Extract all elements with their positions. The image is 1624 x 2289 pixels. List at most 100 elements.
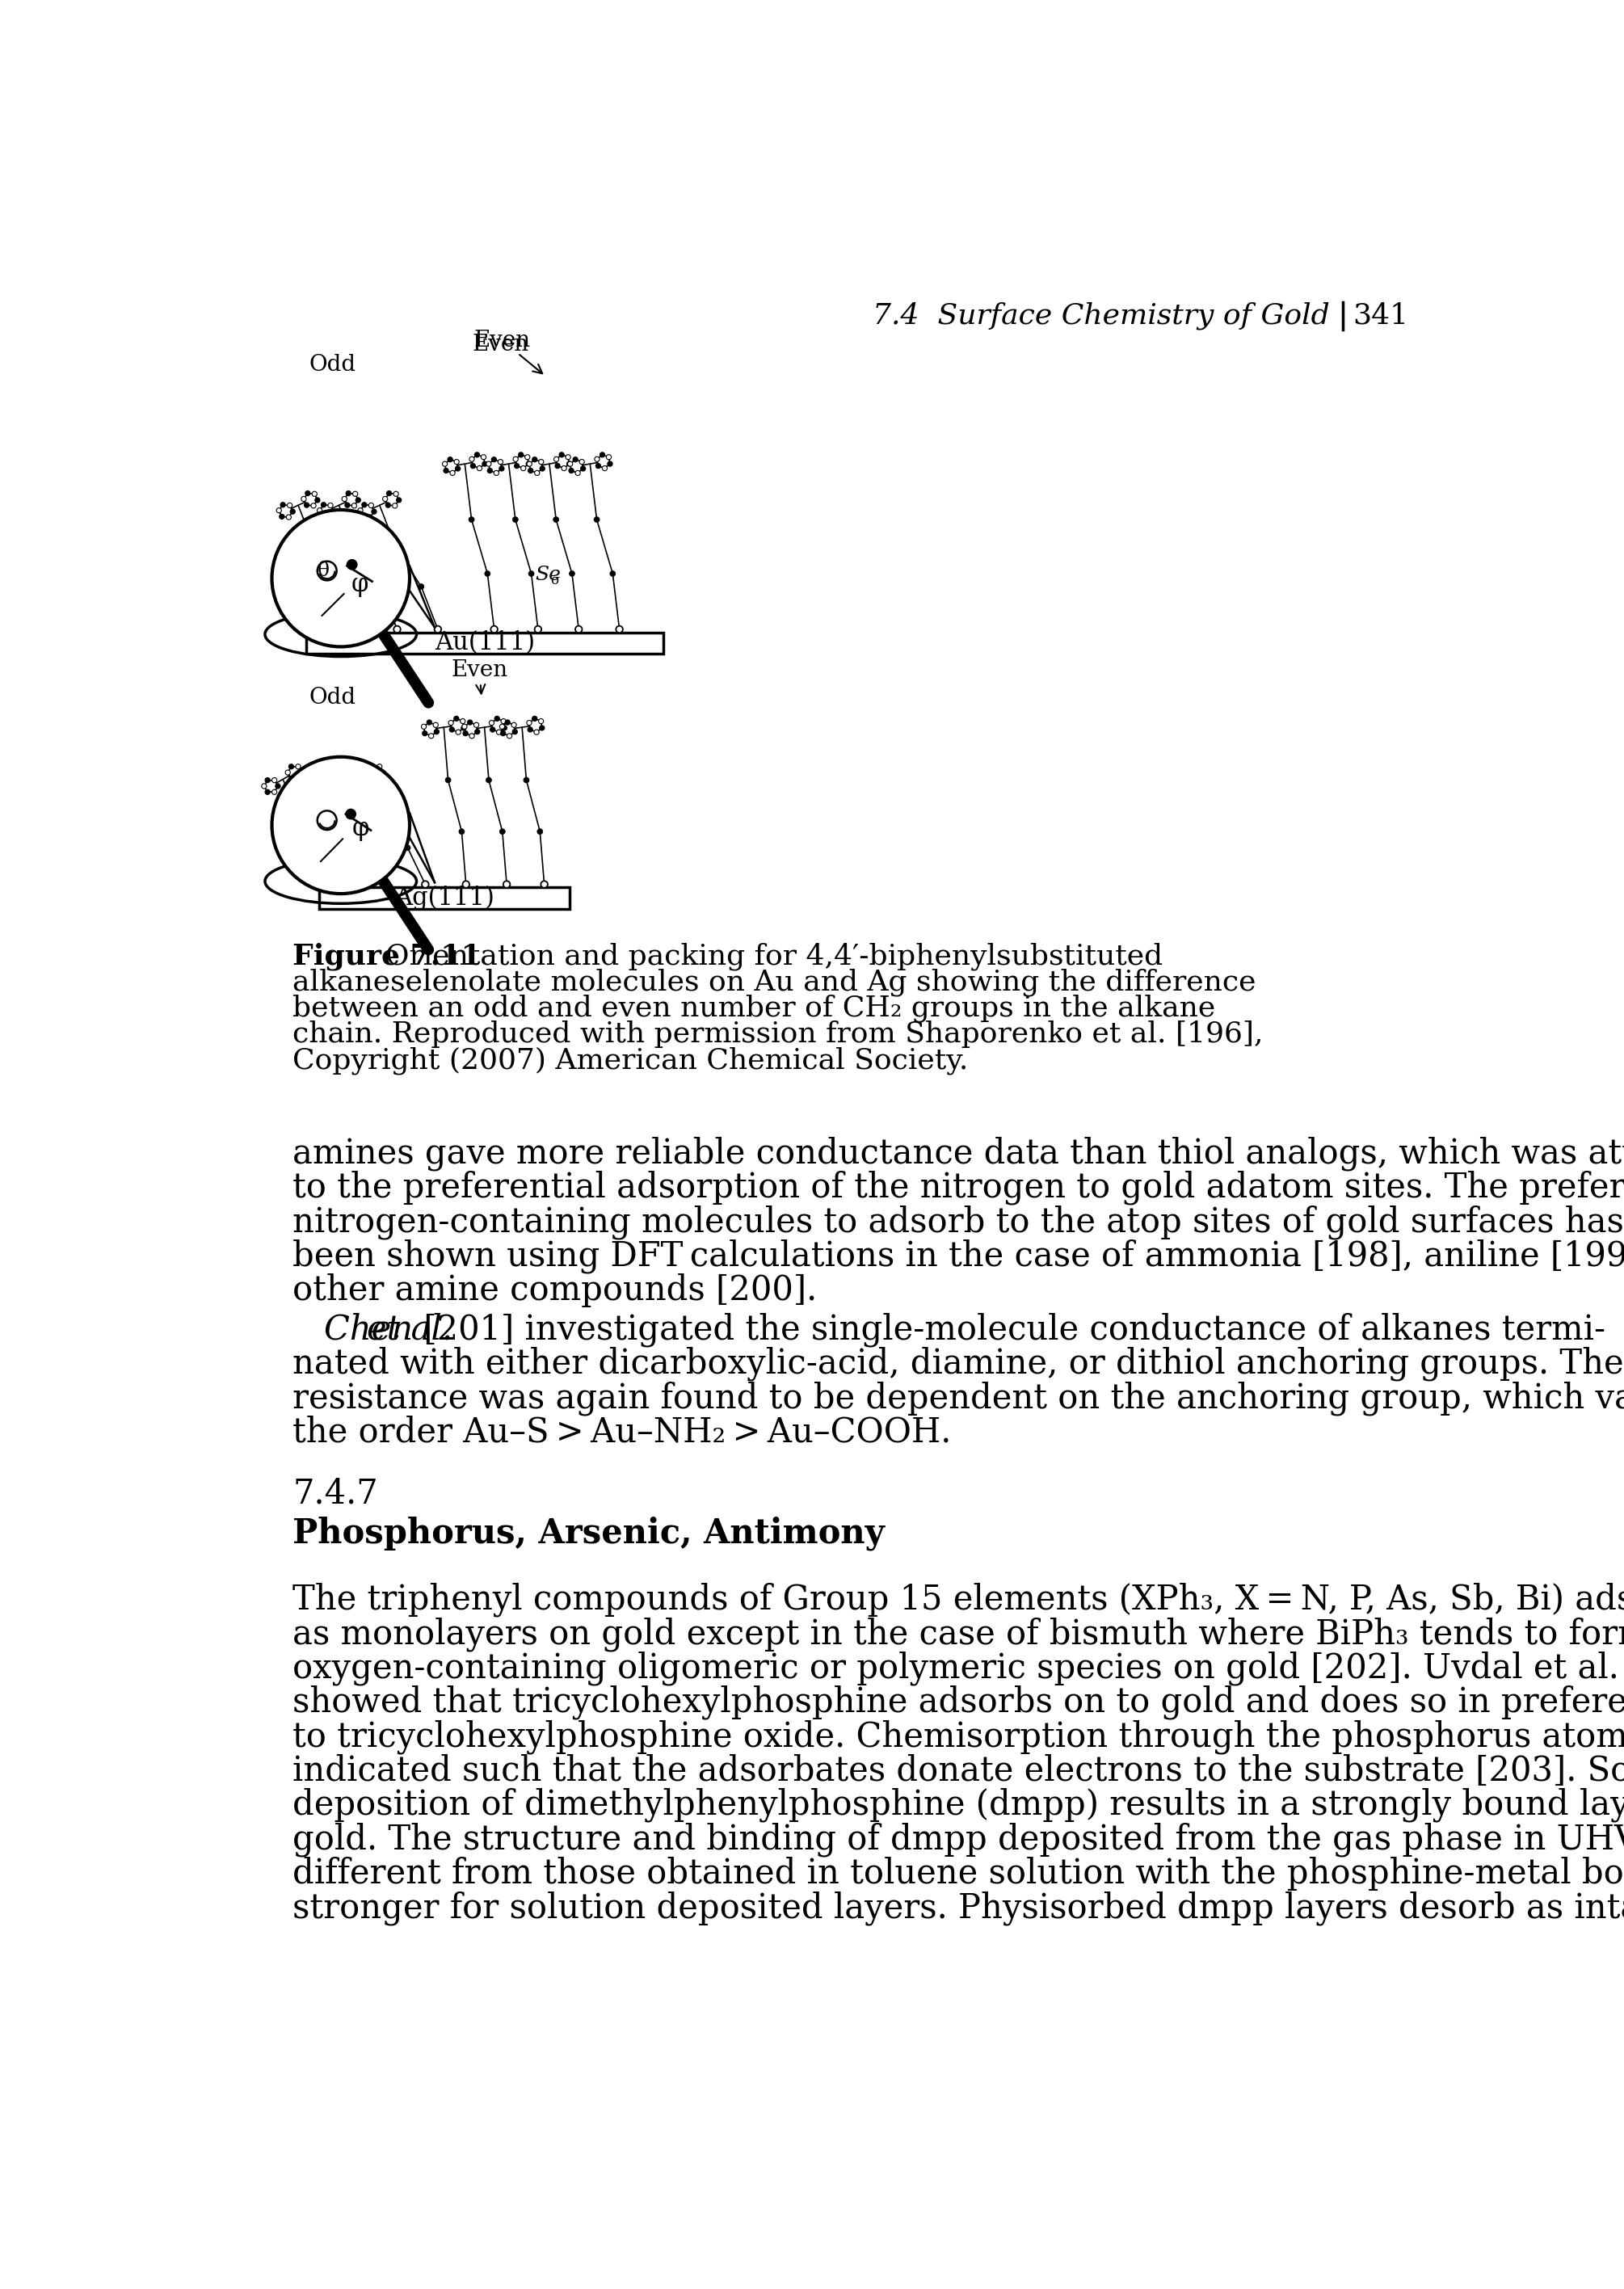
Circle shape — [393, 492, 398, 497]
Text: deposition of dimethylphenylphosphine (dmpp) results in a strongly bound layer o: deposition of dimethylphenylphosphine (d… — [292, 1788, 1624, 1822]
Circle shape — [450, 728, 455, 732]
Circle shape — [421, 723, 427, 730]
Circle shape — [276, 508, 281, 513]
Circle shape — [299, 769, 304, 776]
Circle shape — [377, 776, 382, 781]
Circle shape — [596, 462, 601, 469]
Text: resistance was again found to be dependent on the anchoring group, which varies : resistance was again found to be depende… — [292, 1380, 1624, 1415]
Circle shape — [445, 778, 451, 783]
Text: 7.4.7: 7.4.7 — [292, 1476, 378, 1511]
Circle shape — [539, 719, 544, 723]
Circle shape — [568, 462, 573, 467]
Circle shape — [471, 462, 476, 469]
Circle shape — [315, 497, 320, 504]
Circle shape — [271, 778, 278, 783]
Circle shape — [383, 497, 388, 501]
Circle shape — [615, 625, 624, 632]
Circle shape — [474, 453, 479, 458]
Text: alkaneselenolate molecules on Au and Ag showing the difference: alkaneselenolate molecules on Au and Ag … — [292, 968, 1255, 996]
Circle shape — [554, 458, 559, 462]
Circle shape — [562, 465, 567, 472]
Circle shape — [539, 460, 544, 465]
Circle shape — [521, 465, 526, 472]
Circle shape — [533, 458, 538, 462]
Circle shape — [362, 501, 367, 508]
Circle shape — [356, 497, 361, 504]
Circle shape — [429, 732, 434, 739]
Circle shape — [369, 504, 374, 508]
Circle shape — [367, 769, 372, 776]
Circle shape — [494, 472, 499, 476]
Circle shape — [313, 778, 318, 783]
Circle shape — [534, 472, 539, 476]
Circle shape — [348, 559, 357, 570]
Circle shape — [528, 469, 533, 474]
Circle shape — [580, 460, 585, 465]
Circle shape — [367, 515, 372, 520]
Text: φ: φ — [351, 572, 369, 597]
Circle shape — [523, 778, 529, 783]
Circle shape — [512, 723, 516, 728]
Text: oxygen-containing oligomeric or polymeric species on gold [202]. Uvdal et al.: oxygen-containing oligomeric or polymeri… — [292, 1650, 1619, 1685]
Circle shape — [525, 456, 529, 460]
Circle shape — [281, 501, 286, 508]
Circle shape — [357, 508, 362, 513]
Text: the order Au–S > Au–NH₂ > Au–COOH.: the order Au–S > Au–NH₂ > Au–COOH. — [292, 1415, 952, 1449]
Text: Se: Se — [534, 565, 560, 584]
Circle shape — [487, 469, 492, 474]
Bar — [307, 632, 663, 655]
Circle shape — [434, 625, 442, 632]
Circle shape — [513, 458, 518, 462]
Circle shape — [474, 730, 479, 735]
Circle shape — [396, 497, 401, 504]
Circle shape — [354, 790, 359, 794]
Circle shape — [302, 783, 307, 790]
Circle shape — [463, 730, 468, 735]
Circle shape — [336, 765, 341, 769]
Circle shape — [317, 783, 322, 790]
Circle shape — [331, 508, 336, 515]
Circle shape — [387, 490, 391, 497]
Circle shape — [594, 517, 599, 522]
Circle shape — [497, 730, 502, 735]
Text: gold. The structure and binding of dmpp deposited from the gas phase in UHV are: gold. The structure and binding of dmpp … — [292, 1822, 1624, 1856]
Circle shape — [567, 462, 572, 467]
Circle shape — [526, 721, 531, 726]
Circle shape — [594, 458, 599, 462]
Circle shape — [320, 515, 325, 520]
Circle shape — [442, 462, 447, 467]
Circle shape — [343, 497, 348, 501]
Circle shape — [486, 462, 490, 467]
Text: to tricyclohexylphosphine oxide. Chemisorption through the phosphorus atoms is: to tricyclohexylphosphine oxide. Chemiso… — [292, 1719, 1624, 1753]
Circle shape — [265, 778, 270, 783]
Circle shape — [455, 467, 460, 472]
Circle shape — [456, 730, 461, 735]
Circle shape — [291, 508, 296, 515]
Circle shape — [502, 726, 507, 730]
Text: amines gave more reliable conductance data than thiol analogs, which was attribu: amines gave more reliable conductance da… — [292, 1135, 1624, 1170]
Text: chain. Reproduced with permission from Shaporenko et al. [196],: chain. Reproduced with permission from S… — [292, 1021, 1263, 1048]
Circle shape — [460, 719, 464, 723]
Circle shape — [422, 730, 427, 735]
Text: Au(111): Au(111) — [435, 629, 534, 655]
Bar — [318, 888, 570, 909]
Circle shape — [554, 517, 559, 522]
Circle shape — [492, 458, 497, 462]
Circle shape — [482, 462, 487, 467]
Circle shape — [304, 504, 309, 508]
Circle shape — [271, 790, 278, 794]
Circle shape — [500, 723, 505, 730]
Circle shape — [477, 465, 482, 472]
Circle shape — [343, 783, 348, 790]
Circle shape — [580, 467, 586, 472]
Circle shape — [455, 460, 460, 465]
Circle shape — [382, 881, 388, 888]
Circle shape — [279, 515, 284, 520]
Text: φ: φ — [352, 815, 369, 840]
Circle shape — [305, 778, 310, 783]
Circle shape — [515, 462, 520, 469]
Circle shape — [539, 467, 544, 472]
Circle shape — [393, 504, 398, 508]
Circle shape — [434, 723, 438, 728]
Circle shape — [526, 462, 531, 467]
